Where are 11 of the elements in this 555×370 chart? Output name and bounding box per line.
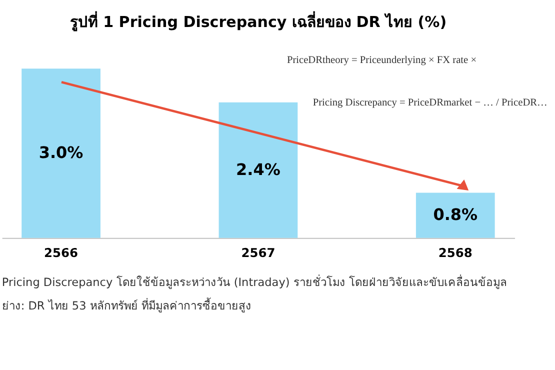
- data-label: 2.4%: [236, 160, 280, 179]
- text: PriceDRtheory = Priceunderlying × FX rate ×: [286, 54, 477, 66]
- data-label: 0.8%: [433, 205, 478, 224]
- chart-title: รูปที่ 1 Pricing Discrepancy เฉลี่ยของ DR ไทย (%): [70, 11, 447, 32]
- text: Pricing Discrepancy โดยใช้ข้อมูลระหว่างวัน (Intraday) รายชั่วโมง โดยฝ่ายวิจัยและขับเคลื่อนข้อมูล: [2, 274, 507, 289]
- annotation: Pricing Discrepancy = PriceDRmarket − … / PriceDR…: [312, 97, 548, 108]
- x-tick-label: 2567: [241, 246, 276, 260]
- x-tick-label: 2568: [438, 246, 472, 260]
- text: ย่าง: DR ไทย 53 หลักทรัพย์ ที่มีมูลค่าการซื้อขายสูง: [2, 297, 252, 312]
- data-label: 3.0%: [38, 142, 84, 162]
- x-tick-label: 2566: [44, 246, 78, 260]
